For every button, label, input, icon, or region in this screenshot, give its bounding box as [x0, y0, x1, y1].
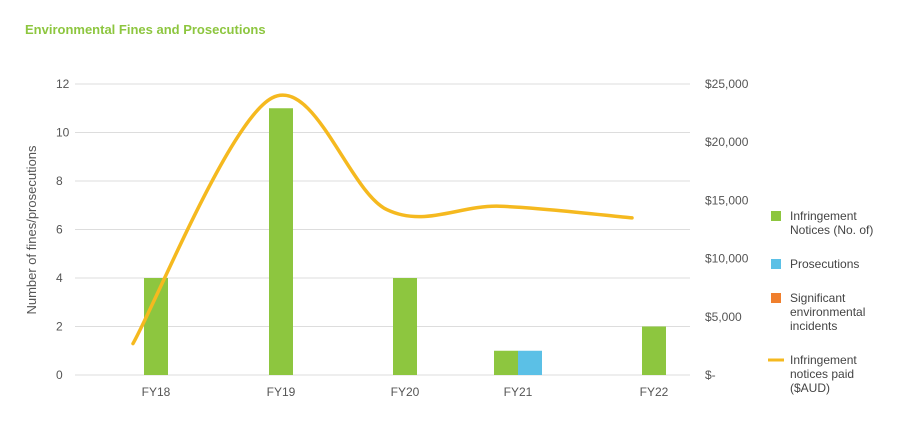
y2-tick-label: $5,000 [705, 310, 742, 324]
bar-infringement-notices-no-of-fy21 [494, 350, 518, 375]
bar-infringement-notices-no-of-fy22 [642, 326, 666, 375]
y-tick-label: 6 [56, 223, 63, 237]
x-tick-label: FY20 [391, 385, 420, 399]
line-series-group [131, 93, 634, 346]
y2-tick-label: $25,000 [705, 77, 749, 91]
x-axis-ticks: FY18 FY19 FY20 FY21 FY22 [142, 385, 669, 399]
y-tick-label: 8 [56, 174, 63, 188]
gridlines [75, 83, 690, 376]
legend-swatch [771, 211, 781, 221]
y2-tick-label: $- [705, 368, 716, 382]
x-tick-label: FY18 [142, 385, 171, 399]
legend-label: Significant [790, 291, 846, 305]
y-tick-label: 0 [56, 368, 63, 382]
legend-swatch [771, 293, 781, 303]
y2-tick-label: $20,000 [705, 135, 749, 149]
legend-label: Notices (No. of) [790, 223, 873, 237]
bars-group [144, 108, 666, 375]
legend-label: Prosecutions [790, 257, 859, 271]
y2-tick-label: $15,000 [705, 193, 749, 207]
legend-label: Infringement [790, 353, 857, 367]
legend-swatch [771, 259, 781, 269]
y2-tick-label: $10,000 [705, 252, 749, 266]
legend-label: ($AUD) [790, 381, 830, 395]
left-axis-ticks: 0 2 4 6 8 10 12 [56, 77, 70, 382]
x-tick-label: FY22 [640, 385, 669, 399]
bar-infringement-notices-no-of-fy20 [393, 278, 417, 375]
bar-prosecutions-fy21 [518, 350, 542, 375]
x-tick-label: FY21 [504, 385, 533, 399]
y-tick-label: 4 [56, 271, 63, 285]
chart-title: Environmental Fines and Prosecutions [25, 22, 266, 37]
x-tick-label: FY19 [267, 385, 296, 399]
legend-label: incidents [790, 319, 837, 333]
y-tick-label: 2 [56, 320, 63, 334]
right-axis-ticks: $- $5,000 $10,000 $15,000 $20,000 $25,000 [705, 77, 749, 382]
y-axis-label: Number of fines/prosecutions [24, 145, 39, 315]
line-infringement-notices-paid [131, 93, 634, 346]
legend-label: notices paid [790, 367, 854, 381]
bar-infringement-notices-no-of-fy19 [269, 108, 293, 375]
legend-label: Infringement [790, 209, 857, 223]
y-tick-label: 12 [56, 77, 70, 91]
legend-label: environmental [790, 305, 865, 319]
y-tick-label: 10 [56, 126, 70, 140]
